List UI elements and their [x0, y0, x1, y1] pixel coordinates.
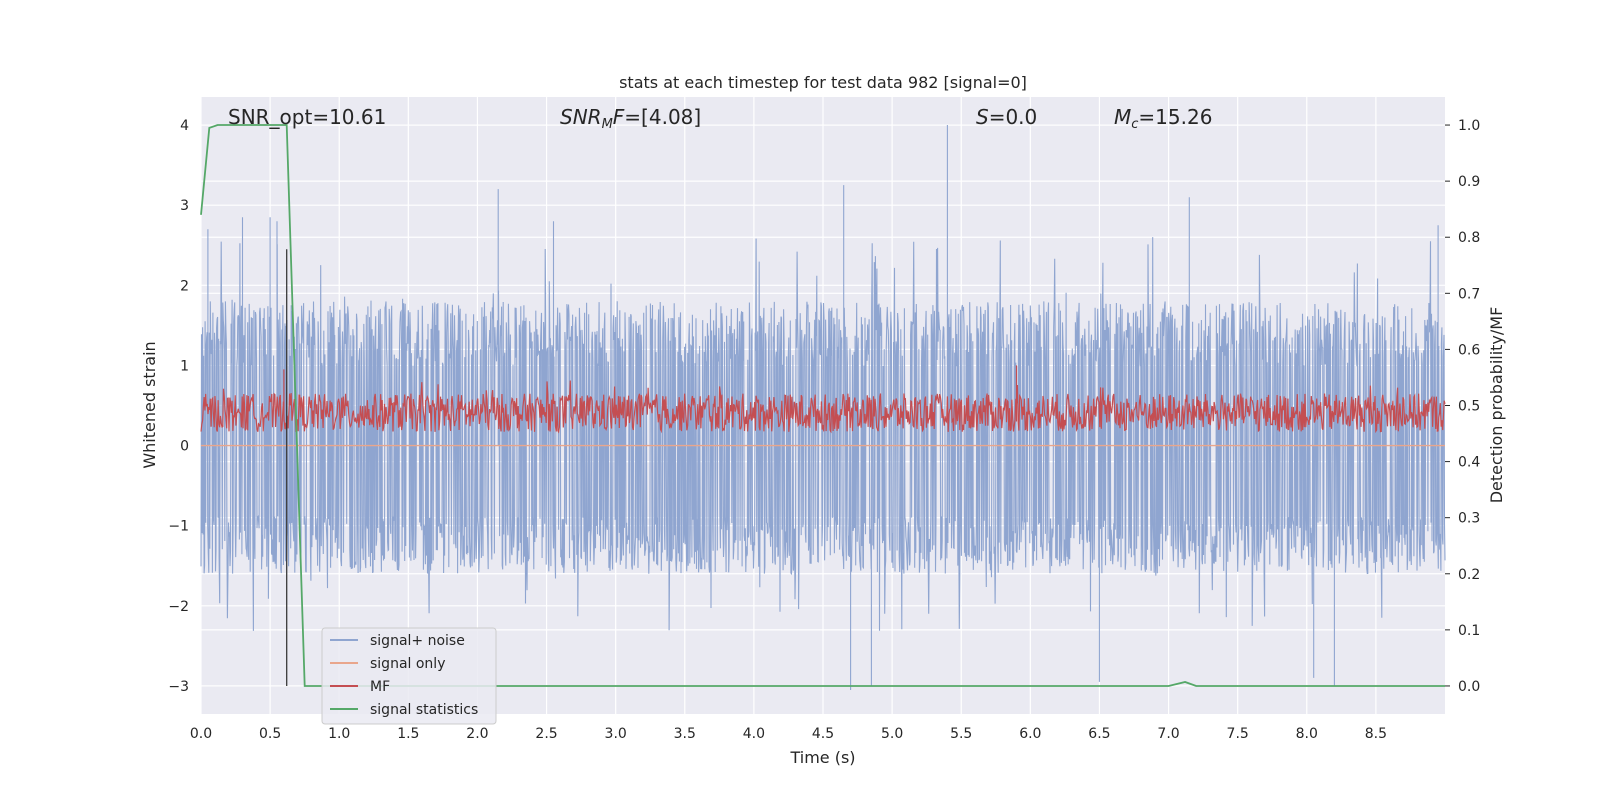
s-symbol: S — [976, 105, 989, 129]
legend-label-signal-statistics: signal statistics — [370, 702, 478, 718]
x-tick-label: 2.0 — [466, 726, 488, 742]
y-tick-label: −2 — [168, 599, 189, 615]
y-tick-label: −3 — [168, 679, 189, 695]
y-right-tick-label: 0.6 — [1458, 342, 1480, 358]
x-tick-label: 1.5 — [397, 726, 419, 742]
y-right-tick-label: 0.7 — [1458, 286, 1480, 302]
mc-annotation: Mc=15.26 — [1114, 105, 1212, 132]
legend-label-signal-noise: signal+ noise — [370, 633, 465, 649]
x-tick-label: 4.0 — [743, 726, 765, 742]
series-signal-statistics-line — [200, 124, 1445, 687]
series-mf-line — [200, 365, 1446, 434]
mc-value: =15.26 — [1138, 105, 1212, 129]
x-tick-label: 7.0 — [1157, 726, 1179, 742]
x-tick-label: 8.5 — [1365, 726, 1387, 742]
y-tick-label: −1 — [168, 519, 189, 535]
snr-mf-subscript: M — [602, 117, 613, 132]
y-axis-right-label: Detection probability/MF — [1487, 307, 1506, 504]
series-signal-noise-line — [200, 125, 1446, 690]
x-tick-label: 5.5 — [950, 726, 972, 742]
y-axis-label: Whitened strain — [140, 341, 159, 468]
x-tick-label: 3.0 — [605, 726, 627, 742]
x-axis-label: Time (s) — [789, 748, 855, 767]
s-value: =0.0 — [989, 105, 1038, 129]
legend-label-signal-only: signal only — [370, 656, 445, 672]
mc-symbol: M — [1114, 105, 1131, 129]
x-tick-label: 6.0 — [1019, 726, 1041, 742]
snr-mf-value: =[4.08] — [624, 105, 701, 129]
y-right-tick-label: 0.4 — [1458, 455, 1480, 471]
x-tick-label: 0.0 — [190, 726, 212, 742]
y-right-tick-label: 0.0 — [1458, 679, 1480, 695]
snr-opt-annotation: SNR_opt=10.61 — [228, 105, 386, 129]
x-tick-label: 4.5 — [812, 726, 834, 742]
legend-label-mf: MF — [370, 679, 390, 695]
y-right-tick-label: 0.9 — [1458, 174, 1480, 190]
x-tick-label: 6.5 — [1088, 726, 1110, 742]
y-right-tick-label: 0.5 — [1458, 399, 1480, 415]
snr-mf-annotation: SNRMF=[4.08] — [560, 105, 701, 132]
y-right-tick-label: 1.0 — [1458, 118, 1480, 134]
x-tick-label: 5.0 — [881, 726, 903, 742]
x-tick-label: 2.5 — [535, 726, 557, 742]
s-annotation: S=0.0 — [976, 105, 1037, 129]
y-tick-label: 2 — [180, 278, 189, 294]
legend: signal+ noise signal only MF signal stat… — [321, 627, 497, 725]
x-tick-label: 3.5 — [674, 726, 696, 742]
x-tick-label: 7.5 — [1227, 726, 1249, 742]
snr-mf-tail: F — [613, 105, 625, 129]
annotations: SNR_opt=10.61 SNRMF=[4.08] S=0.0 Mc=15.2… — [228, 105, 1212, 132]
x-tick-label: 0.5 — [259, 726, 281, 742]
y-right-tick-label: 0.2 — [1458, 567, 1480, 583]
legend-box — [321, 627, 497, 725]
snr-mf-symbol: SNR — [560, 105, 602, 129]
ticks: 0.0 0.5 1.0 1.5 2.0 2.5 3.0 3.5 4.0 4.5 5.0 5.5 6.0 6… — [168, 118, 1480, 742]
y-right-tick-label: 0.3 — [1458, 511, 1480, 527]
y-tick-label: 1 — [180, 358, 189, 374]
plot-area — [200, 124, 1446, 690]
y-tick-label: 0 — [180, 439, 189, 455]
y-right-tick-label: 0.8 — [1458, 230, 1480, 246]
y-tick-label: 3 — [180, 198, 189, 214]
mc-subscript: c — [1131, 117, 1138, 132]
y-tick-label: 4 — [180, 118, 189, 134]
y-right-tick-label: 0.1 — [1458, 623, 1480, 639]
chart-title: stats at each timestep for test data 982… — [619, 73, 1027, 92]
x-tick-label: 1.0 — [328, 726, 350, 742]
x-tick-label: 8.0 — [1296, 726, 1318, 742]
